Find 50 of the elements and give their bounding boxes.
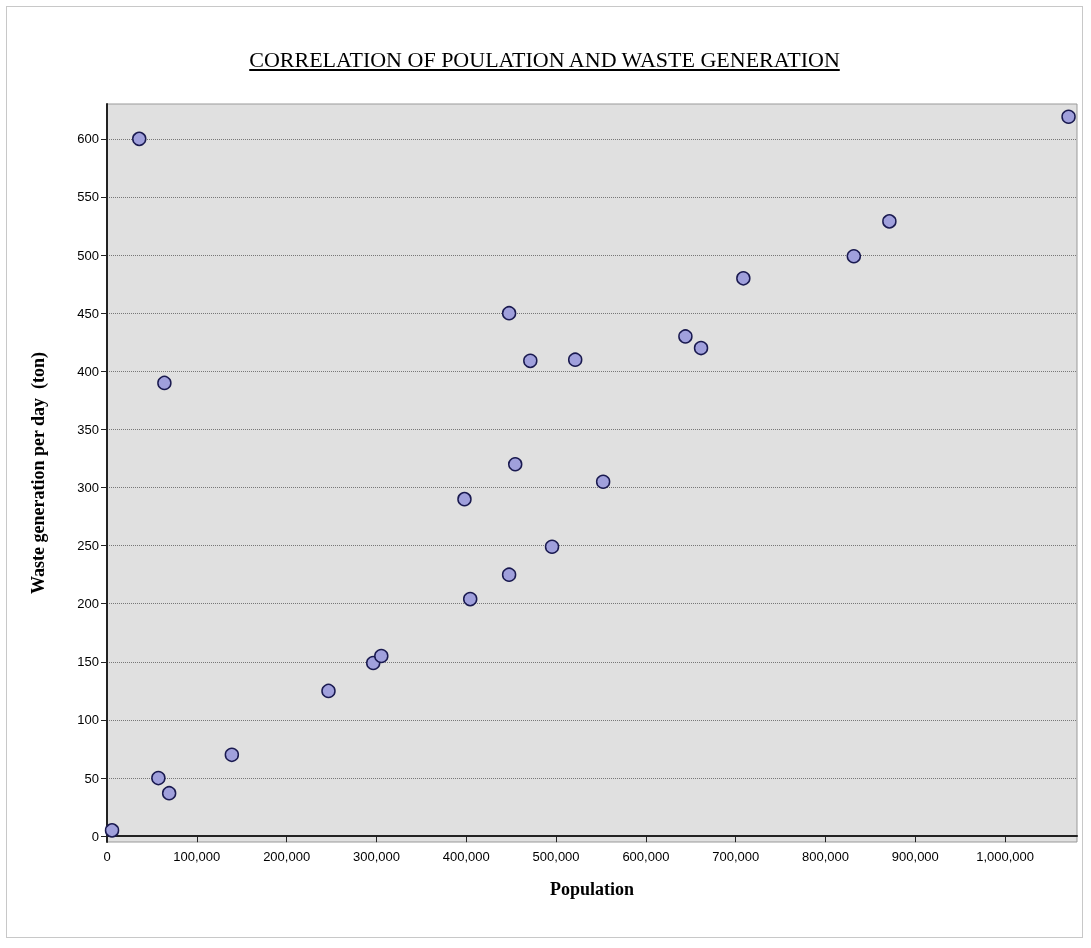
x-tick-label: 600,000 <box>622 849 670 864</box>
y-tick-label: 300 <box>77 480 99 496</box>
y-tick-label: 450 <box>77 305 99 321</box>
y-tick-label: 100 <box>77 712 99 728</box>
point <box>501 567 517 582</box>
x-tick-label: 0 <box>103 849 111 864</box>
x-tick-label: 100,000 <box>173 849 221 864</box>
point <box>882 214 897 229</box>
point <box>507 457 523 472</box>
point <box>132 131 147 147</box>
x-tick-label: 800,000 <box>802 849 850 864</box>
point <box>693 340 709 356</box>
point <box>846 249 862 264</box>
point <box>501 305 517 321</box>
point <box>104 823 120 838</box>
point <box>544 539 560 555</box>
point <box>1061 109 1076 125</box>
x-axis-title: Population <box>549 879 635 899</box>
x-tick-label: 500,000 <box>532 849 580 864</box>
chart-title: CORRELATION OF POULATION AND WASTE GENERATION <box>248 47 841 73</box>
y-tick-label: 500 <box>77 247 99 263</box>
x-tick-label: 400,000 <box>442 849 490 864</box>
y-tick-label: 150 <box>77 654 99 670</box>
point <box>224 747 240 763</box>
x-tick-label: 700,000 <box>712 849 760 864</box>
y-tick-label: 550 <box>77 189 99 205</box>
y-axis-title: Waste generation per day (ton) <box>28 351 49 595</box>
x-tick-label: 200,000 <box>263 849 311 864</box>
y-tick-label: 350 <box>77 421 99 437</box>
point <box>567 352 583 367</box>
x-tick-label: 300,000 <box>352 849 400 864</box>
point <box>151 770 166 786</box>
point <box>678 329 693 344</box>
y-tick-label: 400 <box>77 363 99 379</box>
point <box>157 375 172 391</box>
point <box>523 353 538 369</box>
y-tick-label: 600 <box>77 131 99 147</box>
x-tick-label: 900,000 <box>891 849 939 864</box>
point <box>736 271 751 286</box>
x-tick-label: 1,000,000 <box>976 849 1035 864</box>
y-tick-label: 200 <box>77 596 99 612</box>
point <box>321 683 336 699</box>
point <box>161 785 177 801</box>
point <box>595 474 611 489</box>
y-tick-label: 50 <box>84 770 99 786</box>
y-tick-label: 250 <box>77 538 99 554</box>
point <box>457 491 472 507</box>
point <box>462 591 478 607</box>
y-tick-label: 0 <box>91 828 99 844</box>
point <box>374 648 389 664</box>
